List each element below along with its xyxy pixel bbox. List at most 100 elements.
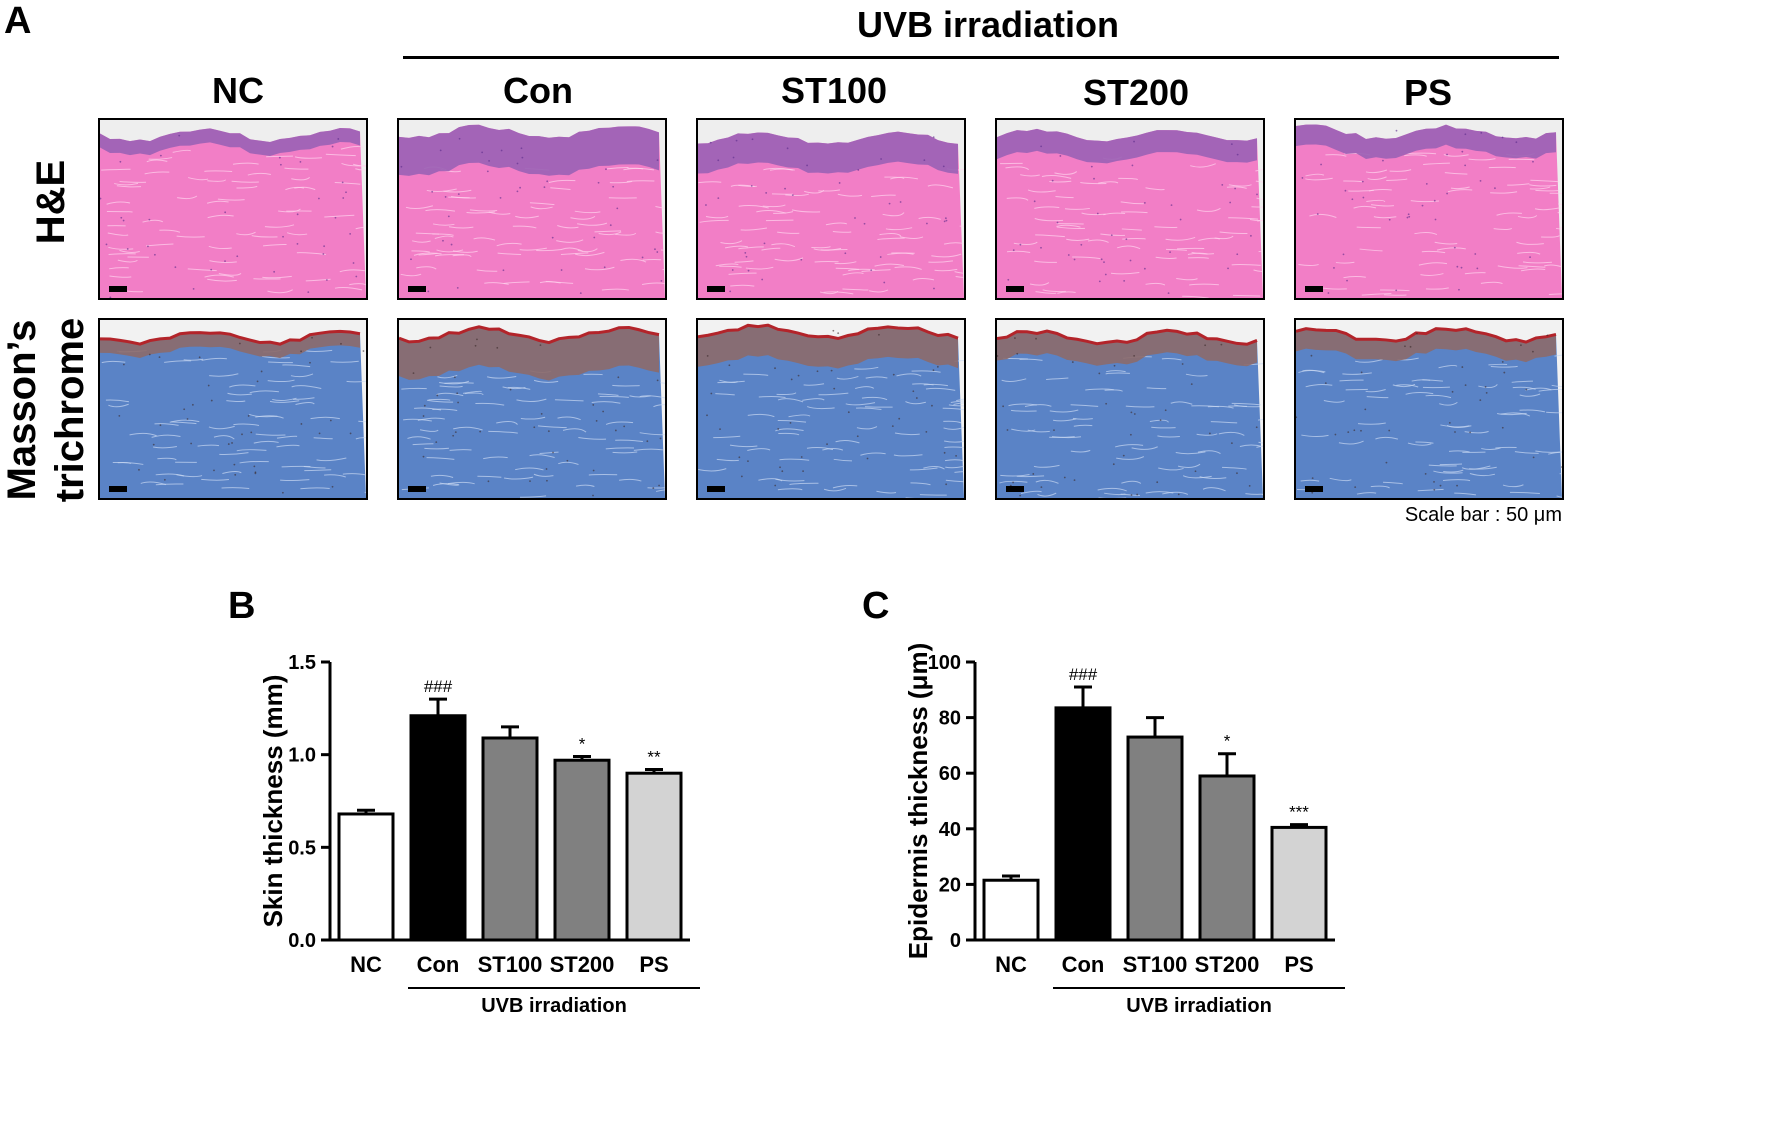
collagen-fiber <box>129 432 157 437</box>
cell-nucleus <box>1096 212 1099 215</box>
cell-nucleus <box>1080 243 1083 246</box>
collagen-fiber <box>1373 216 1397 219</box>
cell-nucleus <box>474 344 477 347</box>
collagen-fiber <box>894 266 922 270</box>
cell-nucleus <box>830 369 833 372</box>
cell-nucleus <box>1019 494 1022 497</box>
micrograph-mt-nc <box>98 318 368 500</box>
cell-nucleus <box>1424 472 1427 475</box>
cell-nucleus <box>118 414 121 417</box>
collagen-fiber <box>432 408 458 412</box>
cell-nucleus <box>1456 265 1459 268</box>
collagen-fiber <box>294 156 322 159</box>
collagen-fiber <box>114 182 139 186</box>
collagen-fiber <box>911 370 941 373</box>
cell-nucleus <box>427 290 430 293</box>
micrograph-drawing <box>100 120 366 298</box>
cell-nucleus <box>1464 133 1467 136</box>
collagen-fiber <box>934 268 958 272</box>
cell-nucleus <box>1194 470 1197 473</box>
micrograph-mt-st100 <box>696 318 966 500</box>
collagen-fiber <box>1535 450 1562 453</box>
cell-nucleus <box>1388 429 1391 432</box>
cell-nucleus <box>1012 481 1014 484</box>
cell-nucleus <box>933 287 935 290</box>
cell-nucleus <box>925 430 928 433</box>
epidermis-layer <box>399 124 659 176</box>
collagen-fiber <box>276 444 300 448</box>
collagen-fiber <box>417 417 445 421</box>
collagen-fiber <box>1202 487 1226 492</box>
collagen-fiber <box>1024 404 1052 407</box>
collagen-fiber <box>771 243 796 248</box>
collagen-fiber <box>1041 175 1072 179</box>
cell-nucleus <box>740 475 743 478</box>
collagen-fiber <box>1182 475 1212 479</box>
collagen-fiber <box>464 392 484 396</box>
collagen-fiber <box>1348 189 1374 192</box>
cell-nucleus <box>800 258 803 261</box>
collagen-fiber <box>1261 494 1263 496</box>
cell-nucleus <box>1464 164 1467 167</box>
cell-nucleus <box>1033 200 1036 203</box>
collagen-fiber <box>236 185 258 189</box>
collagen-fiber <box>144 171 170 175</box>
cell-nucleus <box>1501 136 1504 139</box>
micrograph-drawing <box>399 320 665 498</box>
cell-nucleus <box>816 370 819 373</box>
collagen-fiber <box>577 248 598 253</box>
collagen-fiber <box>655 489 665 492</box>
collagen-fiber <box>281 465 311 468</box>
collagen-fiber <box>231 180 259 183</box>
collagen-fiber <box>227 392 252 396</box>
collagen-fiber <box>1029 282 1050 286</box>
collagen-fiber <box>1256 197 1263 200</box>
cell-nucleus <box>612 185 615 188</box>
cell-nucleus <box>1056 221 1059 224</box>
collagen-fiber <box>698 468 727 472</box>
stratum-corneum <box>698 323 959 341</box>
collagen-fiber <box>699 219 729 223</box>
collagen-fiber <box>719 265 742 268</box>
collagen-fiber <box>268 361 293 364</box>
micrograph-mt-ps <box>1294 318 1564 500</box>
bar-con <box>409 714 467 942</box>
cell-nucleus <box>159 424 162 427</box>
cell-nucleus <box>479 430 482 433</box>
cell-nucleus <box>1032 473 1035 475</box>
collagen-fiber <box>1375 436 1399 440</box>
cell-nucleus <box>1461 150 1464 153</box>
collagen-fiber <box>1359 248 1383 252</box>
cell-nucleus <box>616 207 619 210</box>
collagen-fiber <box>728 272 757 275</box>
cell-nucleus <box>322 253 325 255</box>
collagen-fiber <box>715 393 735 396</box>
cell-nucleus <box>1434 218 1437 221</box>
collagen-fiber <box>1438 364 1458 369</box>
collagen-fiber <box>452 250 478 253</box>
collagen-fiber <box>1516 241 1544 245</box>
collagen-fiber <box>1442 479 1471 482</box>
cell-nucleus <box>300 350 303 353</box>
collagen-fiber <box>1016 475 1045 478</box>
collagen-fiber <box>825 222 847 226</box>
collagen-fiber <box>599 395 629 398</box>
collagen-fiber <box>729 444 758 448</box>
collagen-fiber <box>574 251 605 257</box>
collagen-fiber <box>789 482 819 485</box>
collagen-fiber <box>1006 197 1029 201</box>
cell-nucleus <box>1255 426 1258 429</box>
collagen-fiber <box>562 428 587 433</box>
collagen-fiber <box>1361 292 1392 296</box>
collagen-fiber <box>554 399 584 402</box>
collagen-fiber <box>349 283 366 286</box>
collagen-fiber <box>1488 363 1508 366</box>
cell-nucleus <box>1456 484 1458 487</box>
collagen-fiber <box>267 379 295 383</box>
collagen-fiber <box>448 226 474 229</box>
collagen-fiber <box>777 488 803 491</box>
cell-nucleus <box>1059 155 1062 157</box>
collagen-fiber <box>157 457 177 461</box>
collagen-fiber <box>295 402 315 405</box>
collagen-fiber <box>434 235 454 239</box>
